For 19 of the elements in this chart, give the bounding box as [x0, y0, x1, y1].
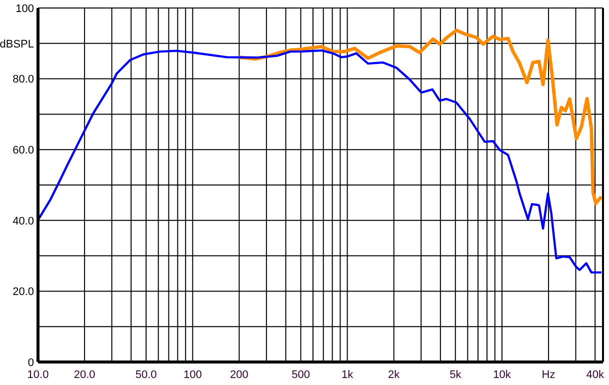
x-tick-label: 500 — [292, 368, 310, 381]
x-tick-label: 200 — [230, 368, 248, 381]
x-tick-label: 1k — [342, 368, 354, 381]
y-tick-label: 20.0 — [12, 286, 34, 298]
x-tick-label: 50.0 — [135, 368, 157, 381]
x-tick-label: Hz — [542, 368, 556, 381]
y-tick-label: 0 — [28, 356, 34, 369]
x-tick-label: 5k — [450, 368, 462, 381]
y-tick-label: dBSPL — [0, 38, 34, 50]
y-tick-label: 80.0 — [12, 74, 34, 86]
x-tick-label: 20.0 — [74, 368, 96, 381]
x-tick-label: 100 — [183, 368, 202, 381]
x-tick-label: 40k — [586, 368, 604, 381]
y-tick-label: 40.0 — [12, 215, 34, 228]
y-tick-label: 60.0 — [12, 144, 34, 157]
x-tick-label: 10.0 — [27, 368, 49, 381]
y-tick-label: 100 — [16, 2, 34, 15]
x-tick-label: 2k — [388, 368, 400, 381]
x-tick-label: 10k — [493, 368, 512, 381]
